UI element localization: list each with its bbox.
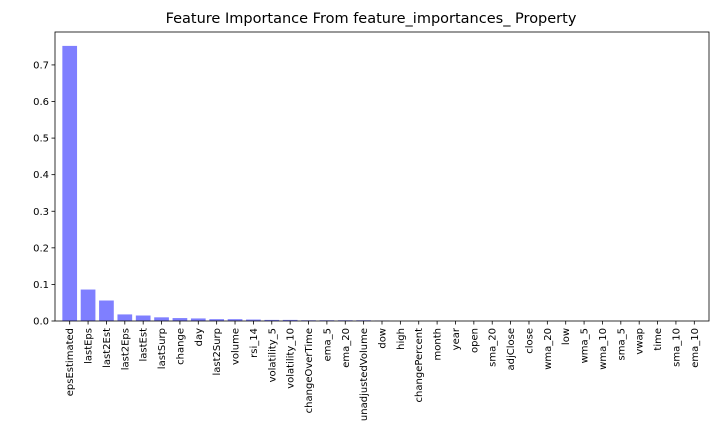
y-axis: 0.0 0.1 0.2 0.3 0.4 0.5 0.6 0.7 — [33, 60, 55, 328]
x-tick-label: high — [396, 328, 407, 350]
bar-last2Est — [99, 300, 114, 321]
x-tick-label: day — [194, 328, 205, 346]
chart-title: Feature Importance From feature_importan… — [166, 11, 577, 27]
x-tick-label: last2Eps — [120, 328, 131, 370]
x-tick-label: sma_10 — [671, 328, 682, 367]
x-tick-label: last2Est — [102, 328, 113, 368]
x-tick-label: last2Surp — [212, 328, 223, 376]
x-tick-label: time — [653, 328, 664, 351]
y-tick-label: 0.2 — [33, 243, 49, 254]
bar-lastEps — [80, 289, 96, 321]
x-tick-label: changeOverTime — [304, 328, 315, 413]
x-tick-label: adjClose — [506, 328, 517, 371]
y-tick-label: 0.7 — [33, 60, 49, 71]
y-tick-label: 0.1 — [33, 280, 49, 291]
x-tick-label: wma_5 — [580, 328, 591, 363]
bar-last2Surp — [209, 319, 225, 321]
x-tick-label: changePercent — [414, 328, 425, 403]
x-tick-label: unadjustedVolume — [359, 328, 370, 421]
y-tick-label: 0.5 — [33, 134, 49, 145]
bar-change — [172, 318, 188, 321]
y-tick-label: 0.6 — [33, 97, 49, 108]
x-tick-label: year — [451, 327, 462, 350]
x-tick-label: rsi_14 — [249, 328, 260, 358]
x-tick-label: close — [524, 328, 535, 354]
x-tick-label: sma_5 — [616, 328, 627, 360]
y-tick-label: 0.4 — [33, 170, 49, 181]
x-tick-label: dow — [378, 328, 389, 349]
x-tick-label: lastEst — [139, 328, 150, 362]
x-tick-label: wma_10 — [598, 328, 609, 370]
x-tick-label: low — [561, 328, 572, 345]
x-tick-label: sma_20 — [488, 328, 499, 367]
x-tick-label: month — [433, 328, 444, 360]
bar-lastEst — [135, 315, 151, 321]
x-axis: epsEstimated lastEps last2Est last2Eps lastE… — [65, 321, 701, 421]
bar-epsEstimated — [62, 45, 78, 322]
x-tick-label: open — [469, 328, 480, 353]
bar-rsi_14 — [246, 319, 261, 321]
x-tick-label: ema_10 — [690, 328, 701, 368]
bar-lastSurp — [154, 317, 169, 321]
x-tick-label: lastEps — [84, 328, 95, 364]
y-tick-label: 0.0 — [33, 317, 49, 328]
x-tick-label: volatility_10 — [286, 328, 297, 389]
bar-volatility_5 — [264, 319, 280, 321]
x-tick-label: ema_20 — [341, 328, 352, 368]
bars-layer — [62, 45, 390, 322]
x-tick-label: ema_5 — [322, 328, 333, 361]
x-tick-label: wma_20 — [543, 328, 554, 370]
plot-frame — [54, 31, 710, 322]
x-tick-label: lastSurp — [157, 328, 168, 369]
bar-last2Eps — [117, 314, 133, 321]
x-tick-label: volatility_5 — [267, 328, 278, 382]
x-tick-label: vwap — [635, 328, 646, 355]
bar-volume — [227, 319, 243, 321]
x-tick-label: epsEstimated — [65, 328, 76, 396]
y-tick-label: 0.3 — [33, 207, 49, 218]
x-tick-label: change — [175, 328, 186, 365]
bar-day — [190, 318, 206, 321]
x-tick-label: volume — [231, 328, 242, 365]
bar-volatility_10 — [282, 319, 298, 321]
